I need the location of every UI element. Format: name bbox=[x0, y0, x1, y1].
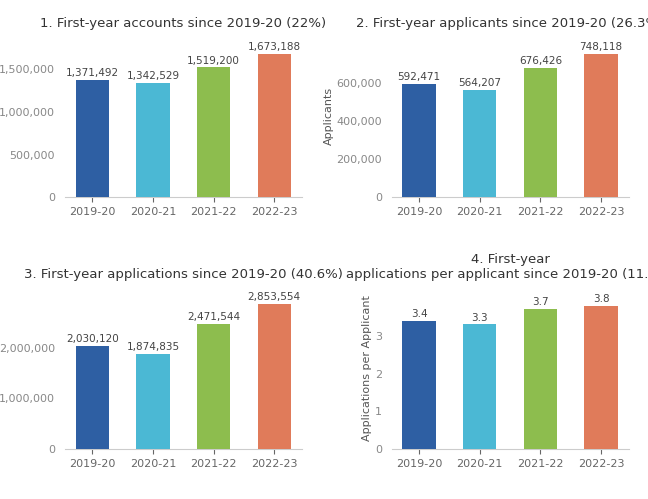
Bar bbox=[463, 89, 496, 197]
Text: 3.3: 3.3 bbox=[472, 312, 488, 322]
Bar bbox=[76, 80, 109, 197]
Text: 3.7: 3.7 bbox=[532, 297, 549, 307]
Title: 1. First-year accounts since 2019-20 (22%): 1. First-year accounts since 2019-20 (22… bbox=[40, 16, 327, 29]
Text: 564,207: 564,207 bbox=[458, 77, 502, 88]
Bar bbox=[402, 84, 436, 197]
Text: 2,853,554: 2,853,554 bbox=[248, 292, 301, 302]
Text: 2,471,544: 2,471,544 bbox=[187, 312, 240, 322]
Bar bbox=[197, 324, 230, 449]
Bar bbox=[136, 354, 170, 449]
Title: 4. First-year
applications per applicant since 2019-20 (11.8%): 4. First-year applications per applicant… bbox=[346, 253, 648, 281]
Bar bbox=[524, 309, 557, 449]
Text: 1,874,835: 1,874,835 bbox=[126, 342, 179, 352]
Bar bbox=[463, 324, 496, 449]
Title: 2. First-year applicants since 2019-20 (26.3%): 2. First-year applicants since 2019-20 (… bbox=[356, 16, 648, 29]
Text: 3.4: 3.4 bbox=[411, 309, 428, 319]
Text: 748,118: 748,118 bbox=[579, 42, 623, 52]
Text: 676,426: 676,426 bbox=[519, 56, 562, 66]
Bar bbox=[197, 67, 230, 197]
Bar bbox=[257, 54, 291, 197]
Text: 2,030,120: 2,030,120 bbox=[66, 334, 119, 344]
Text: 1,342,529: 1,342,529 bbox=[126, 71, 179, 81]
Bar bbox=[402, 321, 436, 449]
Bar bbox=[257, 304, 291, 449]
Bar bbox=[76, 346, 109, 449]
Bar bbox=[584, 54, 618, 197]
Text: 1,519,200: 1,519,200 bbox=[187, 55, 240, 65]
Title: 3. First-year applications since 2019-20 (40.6%): 3. First-year applications since 2019-20… bbox=[24, 268, 343, 281]
Bar bbox=[524, 68, 557, 197]
Y-axis label: Applicants: Applicants bbox=[323, 87, 334, 145]
Text: 1,673,188: 1,673,188 bbox=[248, 42, 301, 52]
Y-axis label: Applications per Applicant: Applications per Applicant bbox=[362, 295, 372, 441]
Text: 3.8: 3.8 bbox=[593, 293, 609, 303]
Text: 1,371,492: 1,371,492 bbox=[65, 68, 119, 78]
Bar bbox=[584, 305, 618, 449]
Text: 592,471: 592,471 bbox=[398, 72, 441, 82]
Bar bbox=[136, 83, 170, 197]
